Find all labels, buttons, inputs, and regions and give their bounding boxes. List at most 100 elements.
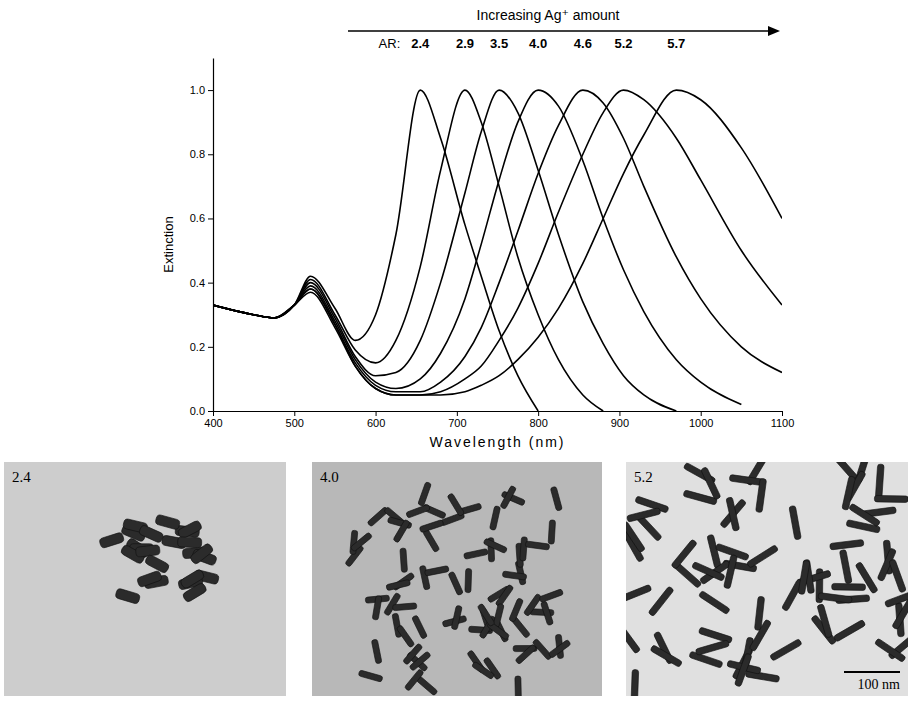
x-tick: 1000 — [689, 411, 713, 429]
nanorod — [874, 495, 908, 502]
nanorod — [155, 514, 181, 530]
x-tick-label: 1100 — [771, 417, 795, 429]
nanorod — [464, 548, 489, 559]
nanorod — [135, 545, 160, 558]
nanorod — [874, 638, 906, 662]
nanorod — [423, 529, 440, 553]
nanorod — [689, 651, 723, 668]
series-label: 5.2 — [614, 36, 632, 51]
nanorod — [648, 586, 674, 617]
y-axis-line — [213, 59, 214, 412]
x-tick-mark — [538, 411, 539, 416]
nanorod — [448, 571, 463, 595]
nanorod — [626, 584, 652, 603]
nanorod — [465, 569, 472, 593]
y-tick-label: 1.0 — [190, 84, 205, 96]
nanorod — [884, 590, 908, 608]
nanorod — [189, 542, 214, 565]
y-tick-label: 0.6 — [190, 212, 205, 224]
nanorod — [626, 623, 641, 654]
nanorod — [490, 506, 501, 531]
x-tick: 700 — [448, 411, 466, 429]
y-axis-title: Extinction — [161, 216, 176, 272]
nanorod — [726, 497, 740, 531]
y-tick-label: 0.0 — [190, 405, 205, 417]
x-axis-title: Wavelength (nm) — [429, 434, 565, 450]
panel-background — [626, 462, 908, 696]
nanorod — [833, 620, 866, 643]
spectrum-line — [213, 90, 676, 411]
tem-panel: 2.4 — [4, 462, 286, 696]
nanorod — [424, 566, 449, 577]
nanorod — [839, 549, 852, 583]
y-tick-label: 0.2 — [190, 341, 205, 353]
x-tick: 1100 — [771, 411, 795, 429]
x-tick: 400 — [204, 411, 222, 429]
nanorod — [136, 570, 162, 587]
arrow-head — [768, 26, 780, 36]
nanorod — [515, 676, 522, 696]
nanorod — [849, 503, 881, 527]
annotation-title: Increasing Ag⁺ amount — [477, 7, 620, 23]
nanorod — [177, 520, 203, 540]
y-tick-mark — [208, 347, 213, 348]
nanorod — [832, 583, 866, 590]
nanorod — [875, 464, 884, 498]
x-tick: 900 — [611, 411, 629, 429]
nanorod — [500, 485, 517, 509]
nanorod — [509, 598, 524, 622]
nanorod — [372, 596, 382, 621]
x-tick-mark — [376, 411, 377, 416]
y-tick: 0.0 — [190, 405, 213, 417]
panel-label: 5.2 — [634, 469, 653, 485]
nanorod — [817, 604, 833, 638]
nanorod — [406, 504, 431, 518]
rods — [626, 462, 908, 696]
x-tick-label: 1000 — [689, 417, 713, 429]
y-tick-mark — [208, 218, 213, 219]
y-tick: 1.0 — [190, 84, 213, 96]
nanorod — [392, 603, 416, 611]
nanorod — [550, 486, 562, 511]
nanorod — [770, 639, 803, 661]
x-tick: 600 — [367, 411, 385, 429]
nanorod — [179, 569, 205, 590]
scale-bar-label: 100 nm — [858, 677, 901, 692]
panel-label: 2.4 — [12, 469, 31, 485]
y-tick: 0.2 — [190, 341, 213, 353]
x-tick-label: 500 — [286, 417, 304, 429]
y-tick-mark — [208, 411, 213, 412]
nanorod — [138, 524, 164, 543]
nanorod — [525, 541, 550, 550]
y-tick-mark — [208, 154, 213, 155]
nanorod — [650, 645, 682, 668]
series-label: 3.5 — [490, 36, 508, 51]
y-tick-label: 0.4 — [190, 277, 205, 289]
nanorod — [495, 584, 514, 607]
panel-label: 4.0 — [320, 469, 339, 485]
x-tick-mark — [457, 411, 458, 416]
x-tick: 500 — [286, 411, 304, 429]
nanorod — [692, 562, 726, 582]
spectrum-line — [213, 90, 782, 392]
nanorod — [358, 670, 383, 682]
nanorod — [749, 619, 772, 652]
scale-bar — [844, 671, 900, 673]
nanorod — [724, 555, 738, 589]
nanorod — [548, 639, 571, 658]
tem-panel: 5.2 100 nm — [615, 449, 912, 702]
nanorod — [419, 520, 444, 533]
nanorod — [707, 534, 721, 568]
series-label: 4.6 — [574, 36, 592, 51]
nanorod — [404, 669, 424, 691]
panel-background — [312, 462, 602, 696]
nanorod — [539, 589, 564, 603]
tem-panel: 4.0 — [312, 462, 602, 700]
nanorod — [818, 593, 852, 604]
nanorod — [350, 532, 372, 552]
x-tick-mark — [782, 411, 783, 416]
rods — [99, 514, 220, 604]
nanorod — [631, 670, 639, 696]
panel-background — [4, 462, 286, 696]
nanorod — [541, 601, 554, 626]
